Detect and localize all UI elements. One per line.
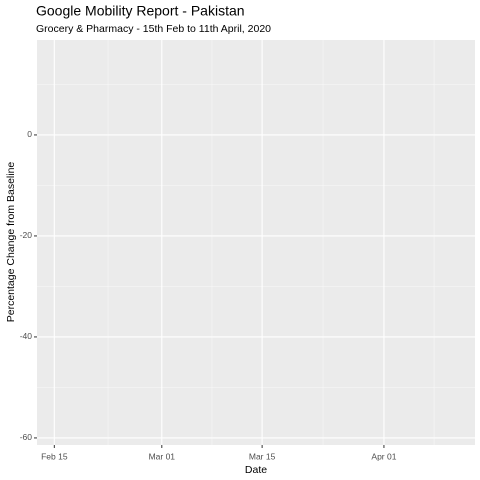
chart-title: Google Mobility Report - Pakistan <box>36 3 245 19</box>
x-axis-label: Date <box>245 464 267 476</box>
y-axis-label: Percentage Change from Baseline <box>5 162 17 323</box>
y-tick-label: 0 <box>27 129 32 139</box>
chart-subtitle: Grocery & Pharmacy - 15th Feb to 11th Ap… <box>36 23 271 35</box>
plot-panel <box>37 40 475 445</box>
x-tick-label: Feb 15 <box>41 451 68 461</box>
y-tick-label: -60 <box>20 432 33 442</box>
x-tick-label: Mar 01 <box>149 451 176 461</box>
x-tick-label: Apr 01 <box>371 451 396 461</box>
y-tick-label: -20 <box>20 230 33 240</box>
x-tick-label: Mar 15 <box>249 451 276 461</box>
y-tick-label: -40 <box>20 331 33 341</box>
